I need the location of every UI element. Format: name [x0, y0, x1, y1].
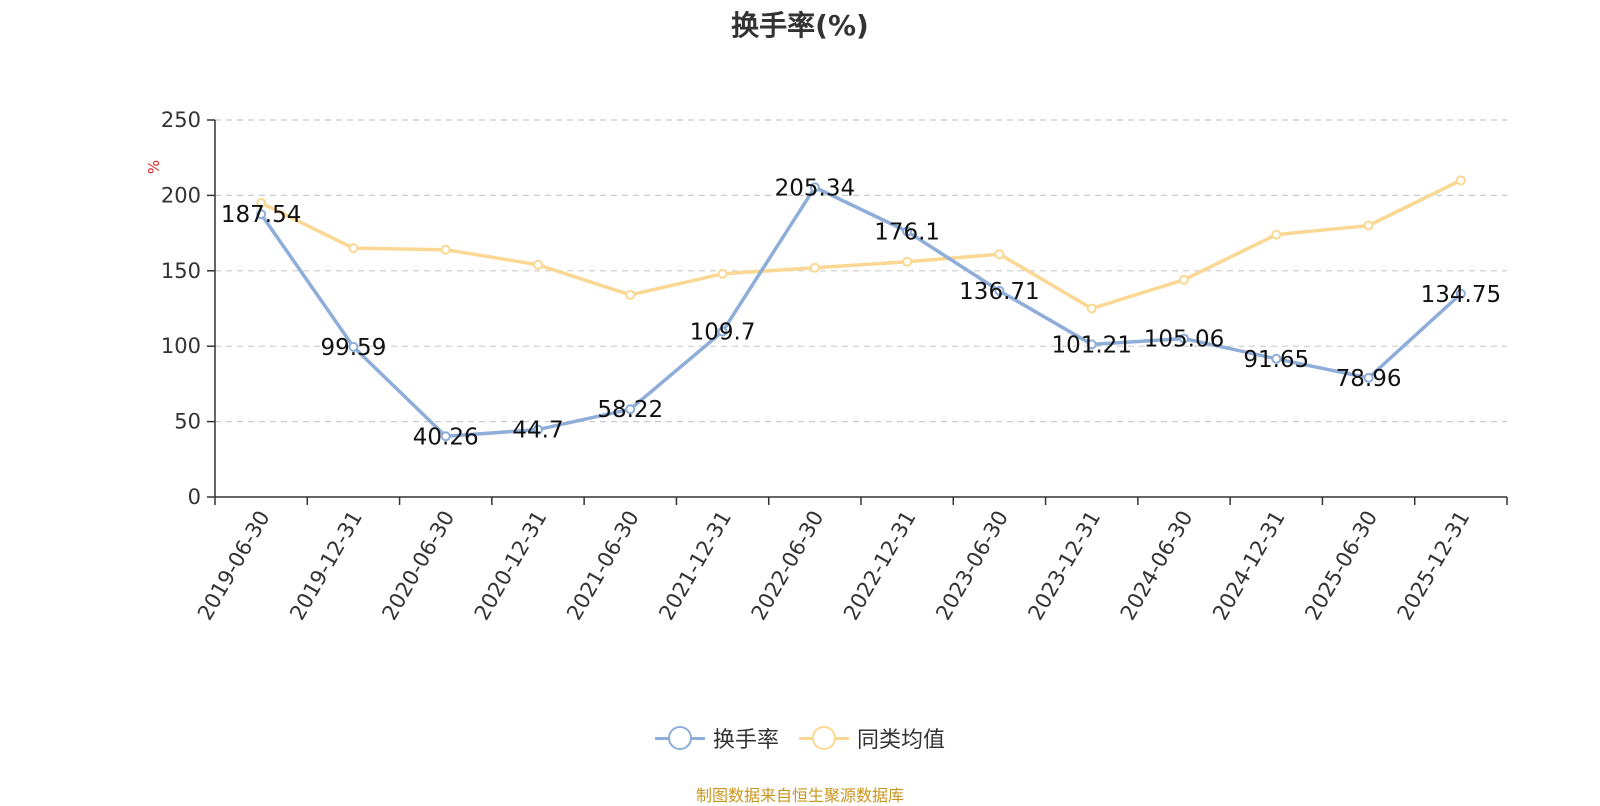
y-tick-label: 100	[161, 334, 201, 358]
data-label: 109.7	[690, 320, 756, 346]
legend-label-turnover: 换手率	[712, 728, 779, 753]
series-line-1	[260, 178, 1462, 311]
x-tick-label: 2023-06-30	[931, 507, 1013, 625]
data-point-0	[1363, 372, 1374, 383]
x-tick-label: 2020-12-31	[470, 507, 552, 625]
data-point-1	[1455, 175, 1466, 186]
data-label: 136.71	[959, 279, 1039, 305]
data-point-0	[1086, 339, 1097, 350]
data-point-1	[256, 197, 267, 208]
data-point-1	[1179, 274, 1189, 285]
data-label: 176.1	[874, 219, 940, 245]
x-tick-label: 2024-06-30	[1116, 507, 1198, 625]
y-tick-label: 150	[161, 259, 201, 283]
data-point-0	[809, 182, 820, 193]
legend-swatch-turnover	[654, 725, 705, 751]
data-point-1	[1086, 303, 1097, 314]
data-point-1	[1363, 220, 1374, 231]
data-point-0	[717, 326, 728, 337]
data-label: 134.75	[1421, 282, 1501, 308]
data-labels: 187.54 99.59 40.26 44.7 58.22 109.7 205.34 176.…	[221, 175, 1501, 450]
y-axis-label: %	[145, 160, 163, 174]
data-point-0	[625, 404, 636, 415]
x-tick-label: 2025-06-30	[1300, 507, 1382, 625]
y-tick-label: 200	[161, 183, 201, 207]
data-label: 99.59	[320, 335, 386, 361]
data-point-1	[1271, 229, 1282, 240]
x-tick-label: 2021-12-31	[654, 507, 736, 625]
y-tick-label: 250	[161, 108, 201, 132]
data-point-0	[1455, 288, 1466, 299]
x-tick-label: 2023-12-31	[1023, 507, 1105, 625]
data-point-0	[348, 341, 359, 352]
x-tick-label: 2024-12-31	[1208, 507, 1290, 625]
x-tick-label: 2019-12-31	[285, 507, 367, 625]
source-note: 制图数据来自恒生聚源数据库	[695, 786, 904, 805]
x-tick-label: 2019-06-30	[193, 507, 275, 625]
legend-item-turnover[interactable]: 换手率	[654, 722, 779, 754]
data-label: 44.7	[512, 418, 563, 444]
x-tick-label: 2022-12-31	[839, 507, 921, 625]
data-point-1	[625, 289, 636, 300]
data-label: 78.96	[1336, 366, 1402, 392]
legend: 换手率 同类均值	[0, 722, 1600, 754]
data-point-1	[440, 244, 451, 255]
chart-title: 换手率(%)	[731, 9, 869, 42]
data-point-1	[533, 259, 543, 270]
data-point-0	[1271, 353, 1282, 364]
data-point-0	[533, 424, 543, 435]
x-tick-label: 2020-06-30	[377, 507, 459, 625]
data-point-0	[994, 285, 1005, 296]
data-point-1	[809, 262, 820, 273]
data-label: 205.34	[775, 175, 855, 201]
data-point-0	[902, 226, 913, 237]
x-tick-label: 2022-06-30	[747, 507, 829, 625]
data-label: 187.54	[221, 202, 301, 228]
x-tick-label: 2025-12-31	[1393, 507, 1475, 625]
series-lines	[256, 175, 1466, 442]
data-point-0	[440, 431, 451, 442]
data-point-0	[1179, 333, 1189, 344]
y-tick-label: 50	[174, 410, 201, 434]
gridlines	[215, 119, 1507, 423]
data-point-1	[348, 243, 359, 254]
data-label: 91.65	[1243, 347, 1309, 373]
data-point-1	[994, 249, 1005, 260]
data-label: 105.06	[1144, 327, 1224, 353]
legend-label-peer-average: 同类均值	[857, 728, 946, 753]
data-point-0	[256, 209, 267, 220]
x-tick-label: 2021-06-30	[562, 507, 644, 625]
data-label: 58.22	[597, 397, 663, 423]
data-point-1	[902, 256, 913, 267]
data-point-1	[717, 268, 728, 279]
data-label: 101.21	[1051, 332, 1131, 358]
series-line-0	[259, 185, 1463, 439]
data-label: 40.26	[413, 424, 479, 450]
legend-swatch-peer-average	[799, 725, 849, 751]
y-tick-label: 0	[188, 485, 201, 509]
legend-item-peer-average[interactable]: 同类均值	[799, 722, 945, 754]
